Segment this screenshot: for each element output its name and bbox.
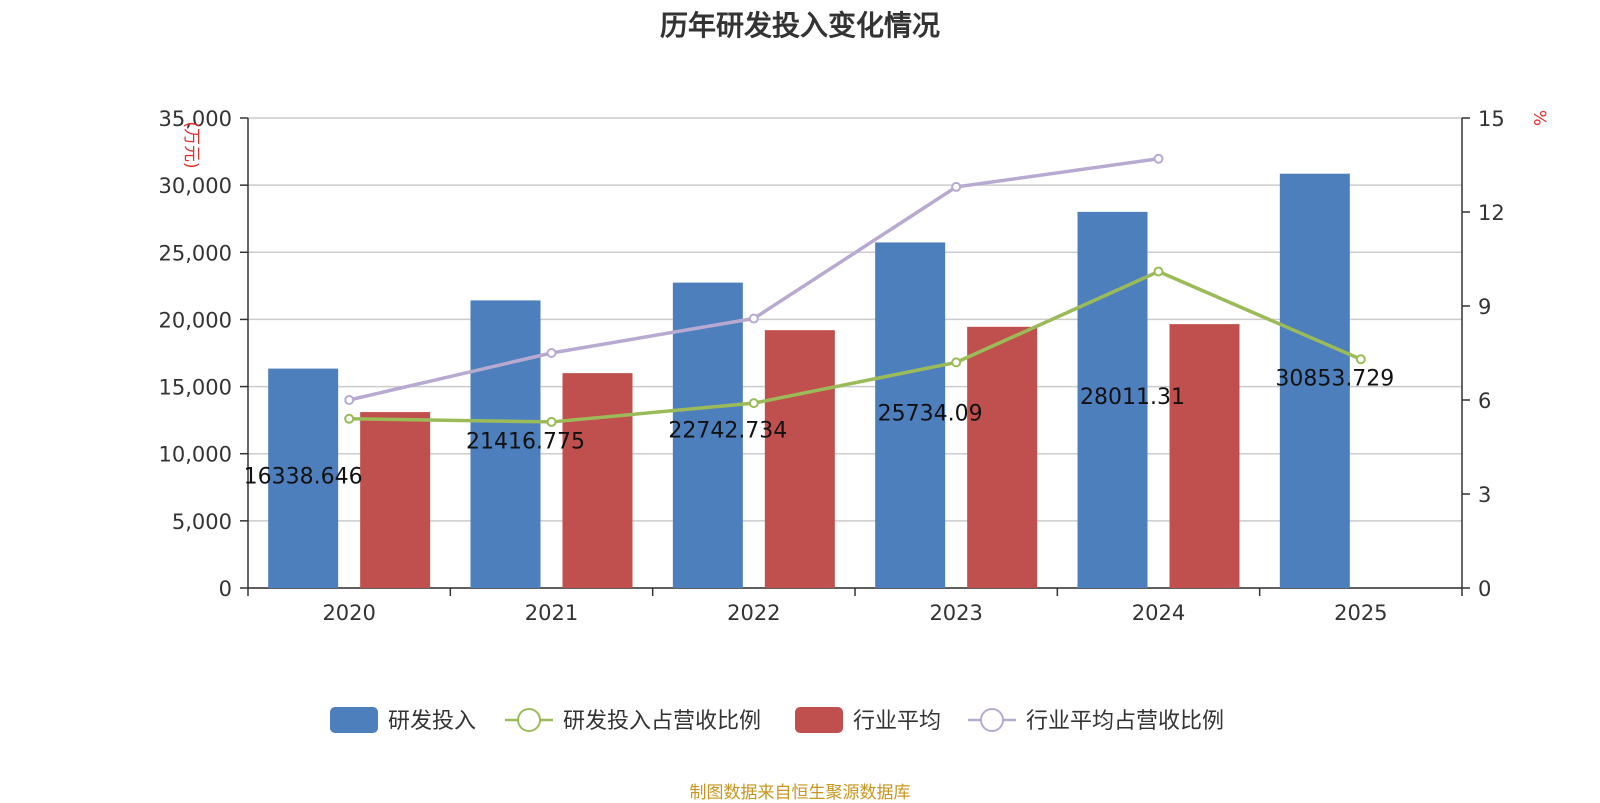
bar-industry-average <box>360 412 431 588</box>
rd-ratio-line <box>349 269 1362 424</box>
left-axis-tick-label: 25,000 <box>159 241 232 265</box>
rd-ratio-point <box>546 416 557 427</box>
left-axis-tick-label: 30,000 <box>159 174 232 198</box>
rd-ratio-point <box>1153 266 1164 277</box>
legend-swatch-bar <box>330 707 378 733</box>
legend-item-0[interactable]: 研发投入 <box>330 707 476 734</box>
legend-label: 行业平均 <box>853 709 941 734</box>
right-axis-tick-label: 0 <box>1478 577 1491 601</box>
data-label-rd-investment: 22742.734 <box>668 419 787 444</box>
bar-series <box>268 173 1350 589</box>
left-axis-tick-label: 0 <box>219 577 232 601</box>
legend-item-2[interactable]: 行业平均 <box>795 707 941 734</box>
legend-swatch-bar <box>795 707 843 733</box>
x-axis-tick-label: 2020 <box>322 601 375 625</box>
right-axis-tick-label: 9 <box>1478 295 1491 319</box>
legend-swatch-marker <box>980 708 1004 732</box>
left-axis-tick-label: 5,000 <box>172 510 232 534</box>
legend-item-3[interactable]: 行业平均占营收比例 <box>968 708 1224 734</box>
data-label-rd-investment: 30853.729 <box>1275 367 1394 392</box>
data-source-note: 制图数据来自恒生聚源数据库 <box>689 783 911 803</box>
bar-industry-average <box>562 373 633 588</box>
industry-ratio-point <box>951 181 962 192</box>
industry-ratio-point <box>344 395 355 405</box>
right-axis-tick-label: 15 <box>1478 107 1505 131</box>
bar-rd-investment <box>672 282 743 588</box>
bar-rd-investment <box>268 368 339 588</box>
rd-ratio-point <box>344 413 355 424</box>
left-axis-tick-label: 35,000 <box>159 107 232 131</box>
data-label-rd-investment: 28011.31 <box>1080 385 1185 410</box>
data-label-rd-investment: 25734.09 <box>878 401 983 426</box>
industry-ratio-point <box>546 348 557 358</box>
bar-industry-average <box>967 326 1038 588</box>
legend-swatch-marker <box>517 708 541 732</box>
legend-label: 研发投入占营收比例 <box>563 709 761 734</box>
bar-rd-investment <box>875 242 946 589</box>
legend-label: 研发投入 <box>388 709 476 734</box>
industry-ratio-point <box>1153 153 1164 164</box>
left-axis-tick-label: 10,000 <box>159 443 232 467</box>
rd-ratio-point <box>951 357 962 368</box>
x-axis-tick-label: 2023 <box>929 601 982 625</box>
x-axis-tick-label: 2024 <box>1132 601 1185 625</box>
axes: 0 5,000 10,000 15,000 20,000 25,000 30,000 35,0… <box>159 107 1505 625</box>
legend-label: 行业平均占营收比例 <box>1026 709 1224 734</box>
legend-item-1[interactable]: 研发投入占营收比例 <box>505 708 761 734</box>
bar-industry-average <box>1169 324 1240 588</box>
rd-ratio-point <box>748 398 759 409</box>
left-axis-tick-label: 20,000 <box>159 308 232 332</box>
right-axis-unit: % <box>1529 110 1549 126</box>
legend[interactable]: 研发投入 研发投入占营收比例 行业平均 行业平均占营收比例 <box>330 707 1224 734</box>
bar-rd-investment <box>470 300 541 588</box>
bar-industry-average <box>764 330 835 588</box>
line-series <box>344 153 1366 427</box>
right-axis-tick-label: 3 <box>1478 483 1491 507</box>
left-axis-tick-label: 15,000 <box>159 376 232 400</box>
bar-rd-investment <box>1077 211 1148 588</box>
right-axis-tick-label: 12 <box>1478 201 1505 225</box>
x-axis-tick-label: 2025 <box>1334 601 1387 625</box>
bar-rd-investment <box>1279 173 1350 588</box>
x-axis-tick-label: 2022 <box>727 601 780 625</box>
left-axis-unit: (万元) <box>181 121 201 168</box>
data-label-rd-investment: 16338.646 <box>244 465 363 490</box>
chart-title: 历年研发投入变化情况 <box>659 9 940 42</box>
right-axis-tick-label: 6 <box>1478 389 1491 413</box>
industry-ratio-point <box>748 313 759 324</box>
rd-ratio-point <box>1355 354 1366 365</box>
data-labels: 16338.646 21416.775 22742.734 25734.09 28011… <box>244 367 1395 490</box>
x-axis-tick-label: 2021 <box>525 601 578 625</box>
data-label-rd-investment: 21416.775 <box>466 429 585 454</box>
